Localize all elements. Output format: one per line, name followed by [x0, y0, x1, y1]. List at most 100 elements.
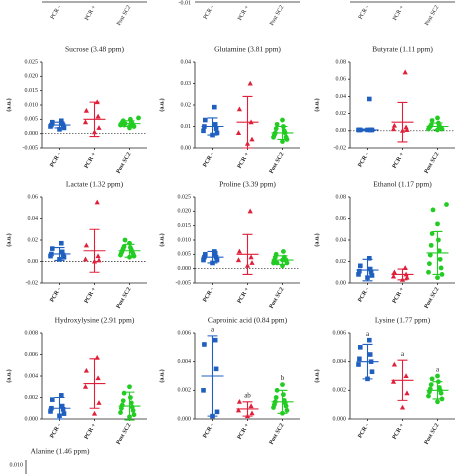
point — [427, 261, 432, 267]
y-tick-label: 0.04 — [336, 237, 347, 243]
mean-sd-bar — [271, 255, 294, 265]
mean-sd-bar — [201, 335, 224, 417]
point — [281, 128, 287, 134]
y-tick-label: 0.04 — [336, 94, 347, 100]
point — [96, 400, 102, 405]
point — [95, 375, 101, 381]
y-tick-label: 0.006 — [178, 330, 192, 336]
point — [249, 136, 255, 142]
x-tick-label: PCR - — [357, 423, 370, 440]
x-tick-label: Post SC2 — [116, 5, 132, 27]
point — [402, 69, 408, 75]
y-axis-label: (a.u.) — [158, 233, 165, 246]
point — [96, 257, 102, 263]
point — [57, 127, 62, 132]
point — [368, 269, 374, 275]
y-tick-label: 0.006 — [25, 352, 39, 358]
y-tick-label: -0.02 — [26, 280, 39, 286]
point — [369, 273, 375, 278]
x-tick-label: Post SC2 — [424, 423, 441, 446]
y-tick-label: -0.01 — [179, 0, 192, 6]
point — [201, 388, 206, 393]
point — [59, 240, 64, 246]
point — [399, 404, 406, 410]
x-tick-label: PCR + — [237, 151, 251, 169]
point — [427, 252, 433, 258]
mean-sd-bar — [356, 258, 379, 282]
y-tick-label: 0.000 — [178, 416, 192, 422]
x-tick-label: Post SC2 — [269, 5, 285, 27]
y-axis-label: (a.u.) — [158, 98, 165, 111]
mean-sd-bar — [391, 101, 414, 143]
point — [404, 390, 410, 396]
significance-letter: a — [211, 325, 215, 333]
x-tick-label: PCR + — [237, 4, 251, 22]
point — [248, 403, 254, 409]
point — [357, 356, 362, 362]
point — [121, 390, 127, 396]
x-tick-label: PCR - — [357, 287, 370, 304]
x-tick-label: Post SC2 — [116, 423, 133, 446]
point — [59, 249, 65, 255]
y-tick-label: -0.02 — [334, 145, 347, 151]
mean-sd-bar — [118, 391, 141, 421]
point — [235, 407, 242, 413]
point — [131, 412, 137, 418]
point — [390, 273, 397, 279]
point — [280, 117, 285, 123]
point — [429, 231, 435, 236]
point — [83, 242, 89, 248]
y-tick-label: 0.06 — [336, 77, 347, 83]
point — [435, 275, 440, 281]
point — [404, 274, 410, 280]
point — [429, 376, 435, 382]
point — [203, 252, 208, 257]
point — [214, 130, 220, 136]
panel-title: Sucrose (3.48 ppm) — [65, 45, 124, 54]
point — [248, 254, 254, 260]
mean-sd-bar — [48, 396, 71, 420]
point — [83, 107, 89, 113]
y-tick-label: 0.020 — [25, 74, 39, 80]
point — [437, 256, 443, 262]
y-axis-label: (a.u.) — [313, 98, 320, 111]
point — [249, 260, 255, 265]
y-tick-label: 0.00 — [28, 259, 39, 265]
mean-sd-bar — [236, 401, 259, 417]
x-tick-label: PCR + — [392, 4, 406, 22]
significance-letter: ab — [244, 391, 251, 399]
point — [60, 252, 66, 258]
x-tick-label: PCR + — [237, 286, 251, 304]
point — [48, 409, 53, 414]
x-tick-label: PCR - — [49, 423, 62, 440]
y-tick-label: 0.08 — [336, 194, 347, 200]
mean-sd-bar — [201, 117, 224, 136]
footer-title: Alanine (1.46 ppm) — [31, 447, 90, 456]
point — [50, 246, 55, 251]
point — [127, 395, 133, 400]
point — [50, 397, 55, 402]
x-tick-label: Post SC2 — [424, 287, 441, 310]
point — [403, 373, 409, 378]
x-tick-label: PCR + — [84, 151, 98, 169]
panel-title: Hydroxylysine (2.91 ppm) — [55, 316, 135, 325]
y-tick-label: 0.000 — [25, 416, 39, 422]
y-tick-label: 0.025 — [25, 59, 39, 65]
x-tick-label: PCR - — [357, 152, 370, 169]
y-tick-label: 0.008 — [25, 330, 39, 336]
point — [426, 269, 431, 275]
point — [367, 255, 372, 261]
panel-title: Butyrate (1.11 ppm) — [372, 45, 433, 54]
point — [428, 382, 434, 387]
y-tick-label: 0.005 — [178, 252, 192, 258]
point — [236, 399, 242, 404]
panel-title: Lactate (1.32 ppm) — [66, 180, 124, 189]
point — [435, 115, 440, 121]
point — [214, 257, 220, 263]
y-tick-label: 0.08 — [336, 59, 347, 65]
mean-sd-bar — [426, 230, 449, 275]
significance-letter: a — [401, 350, 405, 358]
y-tick-label: 0.010 — [178, 237, 192, 243]
y-tick-label: 0.004 — [333, 359, 347, 365]
